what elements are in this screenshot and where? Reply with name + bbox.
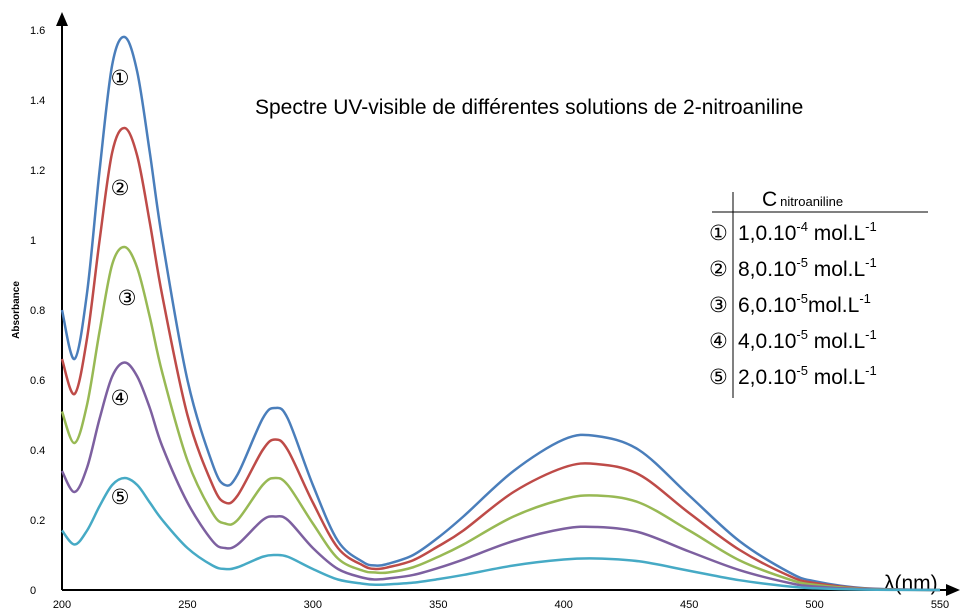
spectrum-line: [60, 35, 941, 592]
y-tick-label: 0.6: [30, 375, 45, 387]
exponent: -4: [796, 219, 808, 234]
y-tick-label: 0.2: [30, 515, 45, 527]
x-tick-label: 200: [53, 599, 71, 611]
row-concentration: 6,0.10-5mol.L-1: [738, 291, 871, 317]
row-concentration: 2,0.10-5 mol.L-1: [738, 363, 877, 389]
value: 4,0.10: [738, 330, 796, 353]
x-tick-label: 500: [805, 599, 823, 611]
value: 2,0.10: [738, 366, 796, 389]
header-subscript: nitroaniline: [780, 194, 843, 209]
row-marker: ⑤: [709, 366, 728, 389]
row-marker: ③: [709, 294, 728, 317]
unit-exponent: -1: [865, 255, 877, 270]
unit: mol.L: [808, 294, 859, 317]
spectrum-line: [60, 126, 941, 592]
exponent: -5: [796, 291, 808, 306]
spectrum-line: [60, 245, 941, 592]
curve-label: ①: [111, 67, 130, 90]
x-tick-label: 350: [429, 599, 447, 611]
y-tick-label: 1.6: [30, 25, 45, 37]
unit-exponent: -1: [865, 327, 877, 342]
curve-label: ⑤: [111, 486, 130, 509]
unit: mol.L: [808, 222, 865, 245]
x-axis-label: λ(nm): [884, 572, 938, 595]
spectrum-line: [60, 361, 941, 592]
curve-label: ②: [111, 177, 130, 200]
chart-title: Spectre UV-visible de différentes soluti…: [255, 96, 803, 119]
y-tick-label: 1.4: [30, 95, 45, 107]
x-tick-label: 450: [680, 599, 698, 611]
exponent: -5: [796, 363, 808, 378]
y-tick-label: 1: [30, 235, 36, 247]
exponent: -5: [796, 255, 808, 270]
value: 6,0.10: [738, 294, 796, 317]
row-marker: ④: [709, 330, 728, 353]
row-concentration: 1,0.10-4 mol.L-1: [738, 219, 877, 245]
axes: [56, 12, 960, 596]
row-concentration: 4,0.10-5 mol.L-1: [738, 327, 877, 353]
curve-label: ③: [118, 287, 137, 310]
value: 8,0.10: [738, 258, 796, 281]
curve-label: ④: [111, 387, 130, 410]
unit-exponent: -1: [859, 291, 871, 306]
row-marker: ①: [709, 222, 728, 245]
row-marker: ②: [709, 258, 728, 281]
value: 1,0.10: [738, 222, 796, 245]
y-tick-label: 0.4: [30, 445, 45, 457]
unit: mol.L: [808, 330, 865, 353]
header-symbol: C: [762, 188, 777, 211]
y-tick-label: 1.2: [30, 165, 45, 177]
spectrum-line: [61, 476, 941, 592]
row-concentration: 8,0.10-5 mol.L-1: [738, 255, 877, 281]
unit: mol.L: [808, 258, 865, 281]
x-tick-label: 400: [555, 599, 573, 611]
y-axis-label: Absorbance: [11, 281, 22, 339]
unit-exponent: -1: [865, 219, 877, 234]
x-tick-label: 300: [304, 599, 322, 611]
x-tick-label: 550: [931, 599, 949, 611]
y-axis-arrow: [56, 12, 68, 26]
y-tick-label: 0.8: [30, 305, 45, 317]
unit: mol.L: [808, 366, 865, 389]
exponent: -5: [796, 327, 808, 342]
x-tick-label: 250: [178, 599, 196, 611]
y-tick-label: 0: [30, 585, 36, 597]
x-axis-arrow: [946, 584, 960, 596]
unit-exponent: -1: [865, 363, 877, 378]
